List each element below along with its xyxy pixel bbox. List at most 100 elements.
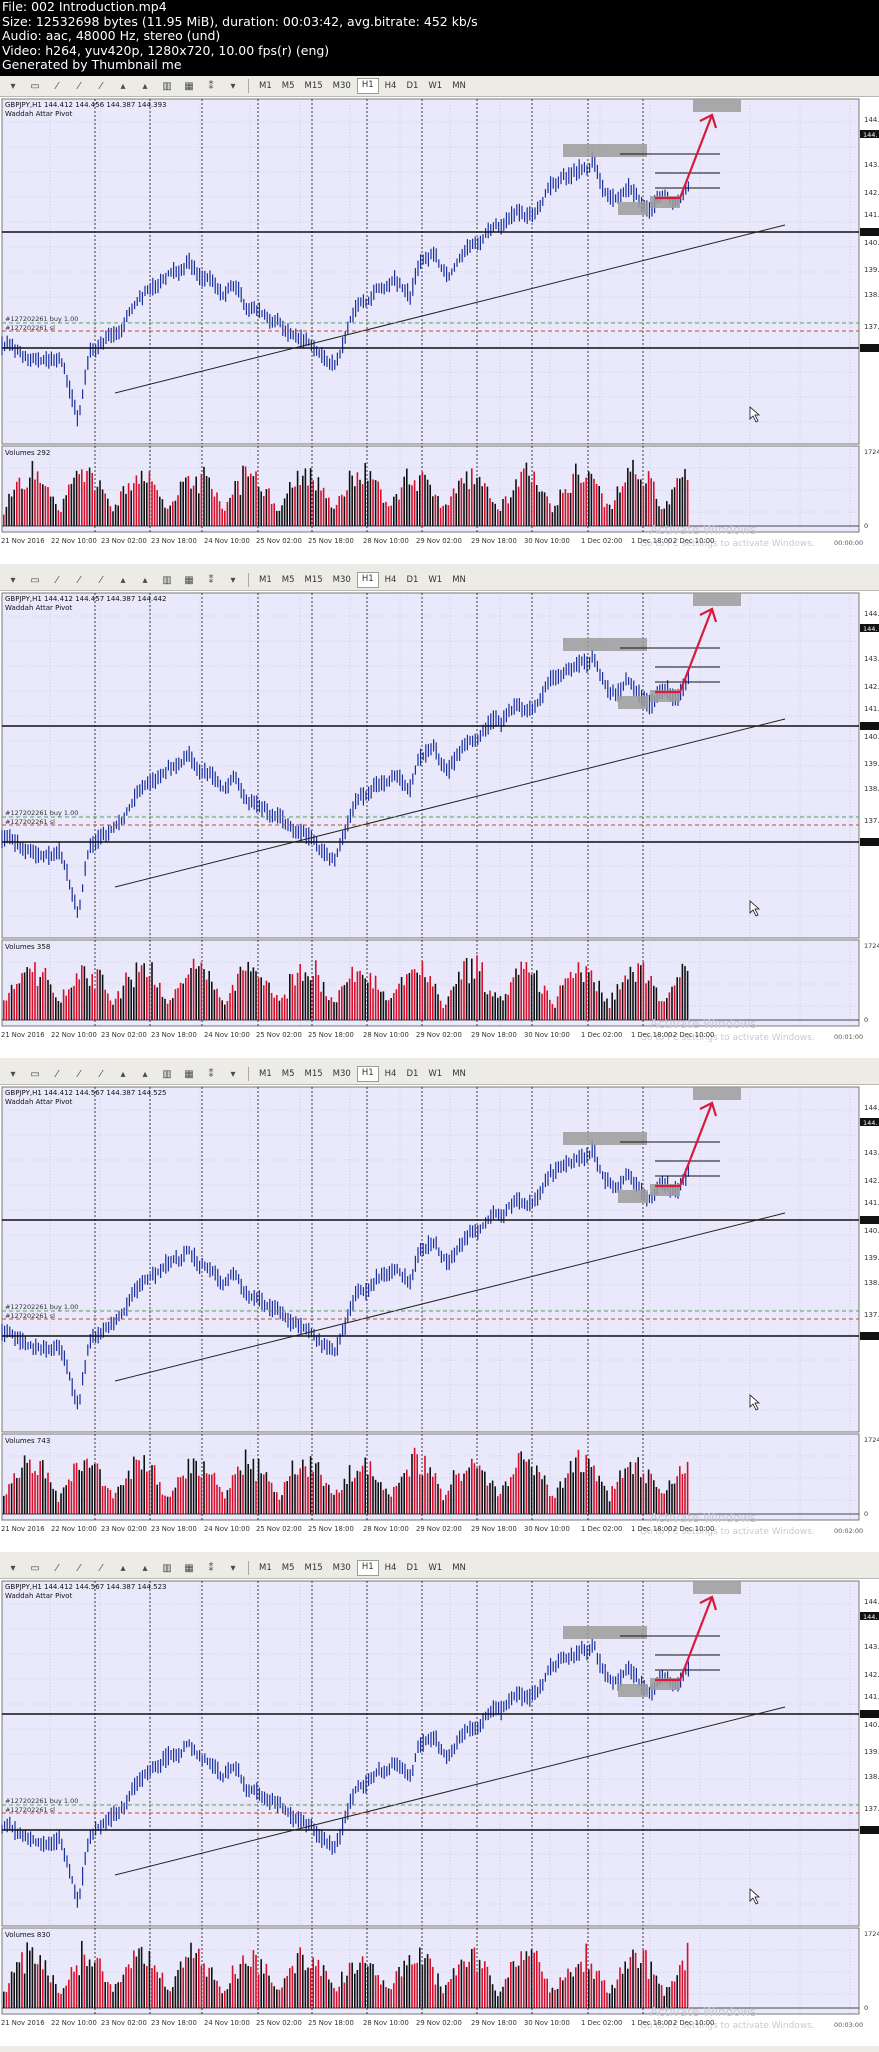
cursor-icon[interactable]: ▾: [10, 574, 16, 586]
crosshair-icon[interactable]: ▭: [30, 80, 40, 92]
timeframe-button-h4[interactable]: H4: [384, 1563, 397, 1573]
timeframe-button-mn[interactable]: MN: [452, 81, 466, 91]
arrow-icon[interactable]: ▦: [184, 80, 194, 92]
timeframe-button-h1[interactable]: H1: [356, 78, 379, 94]
volume-bars: [3, 955, 689, 1020]
trendline-icon[interactable]: ⁄: [100, 574, 102, 586]
vertical-line-icon[interactable]: ⁄: [56, 1068, 58, 1080]
crosshair-icon[interactable]: ▭: [30, 1562, 40, 1574]
timeframe-button-h1[interactable]: H1: [356, 572, 379, 588]
date-tick-label: 29 Nov 02:00: [416, 2019, 462, 2027]
price-tick-label: 139.: [864, 266, 879, 274]
file-info-line: File: 002 Introduction.mp4: [2, 0, 167, 14]
timeframe-button-d1[interactable]: D1: [406, 575, 419, 585]
timeframe-button-m15[interactable]: M15: [304, 81, 323, 91]
timeframe-button-m5[interactable]: M5: [281, 575, 295, 585]
indicator-label: Waddah Attar Pivot: [5, 604, 73, 612]
cursor-icon[interactable]: ▾: [10, 1068, 16, 1080]
timeframe-button-w1[interactable]: W1: [428, 1563, 443, 1573]
grid-icon[interactable]: ⁑: [208, 1068, 214, 1080]
text-icon[interactable]: ▥: [162, 1562, 172, 1574]
chart-toolbar: ▾ ▭ ⁄ ⁄ ⁄ ▴ ▴ ▥ ▦ ⁑ ▾ M1 M5 M15 M30 H1 H4 D1 W1 MN: [0, 1064, 879, 1085]
text-icon[interactable]: ▥: [162, 1068, 172, 1080]
channel-icon[interactable]: ▴: [120, 1562, 126, 1574]
tools-dropdown-icon[interactable]: ▾: [230, 80, 236, 92]
fibonacci-icon[interactable]: ▴: [142, 80, 148, 92]
timeframe-button-d1[interactable]: D1: [406, 1069, 419, 1079]
vertical-line-icon[interactable]: ⁄: [56, 1562, 58, 1574]
horizontal-line-icon[interactable]: ⁄: [78, 1068, 80, 1080]
grid-icon[interactable]: ⁑: [208, 1562, 214, 1574]
timeframe-button-h4[interactable]: H4: [384, 81, 397, 91]
cursor-icon[interactable]: ▾: [10, 80, 16, 92]
timeframe-button-mn[interactable]: MN: [452, 1069, 466, 1079]
price-chart[interactable]: 144. 143. 142. 141. 140. 139. 138. 137. 144. GBPJ…: [0, 1085, 879, 1558]
date-tick-label: 1 Dec 18:00: [631, 537, 672, 545]
text-icon[interactable]: ▥: [162, 80, 172, 92]
price-chart[interactable]: 144. 143. 142. 141. 140. 139. 138. 137. 144. GBPJ…: [0, 591, 879, 1064]
timeframe-button-m1[interactable]: M1: [259, 575, 272, 585]
trendline-icon[interactable]: ⁄: [100, 1562, 102, 1574]
date-tick-label: 25 Nov 18:00: [308, 537, 354, 545]
timeframe-button-m30[interactable]: M30: [332, 1069, 351, 1079]
timeframe-button-m30[interactable]: M30: [332, 81, 351, 91]
date-tick-label: 21 Nov 2016: [1, 2019, 45, 2027]
timeframe-button-w1[interactable]: W1: [428, 1069, 443, 1079]
timeframe-button-d1[interactable]: D1: [406, 1563, 419, 1573]
timeframe-button-m30[interactable]: M30: [332, 575, 351, 585]
timeframe-button-h1[interactable]: H1: [356, 1066, 379, 1082]
tools-dropdown-icon[interactable]: ▾: [230, 1562, 236, 1574]
timeframe-button-d1[interactable]: D1: [406, 81, 419, 91]
vertical-line-icon[interactable]: ⁄: [56, 574, 58, 586]
fibonacci-icon[interactable]: ▴: [142, 1562, 148, 1574]
arrow-icon[interactable]: ▦: [184, 574, 194, 586]
timeframe-button-m5[interactable]: M5: [281, 1069, 295, 1079]
timeframe-button-m5[interactable]: M5: [281, 81, 295, 91]
timeframe-button-h4[interactable]: H4: [384, 1069, 397, 1079]
timeframe-button-h4[interactable]: H4: [384, 575, 397, 585]
horizontal-line-icon[interactable]: ⁄: [78, 574, 80, 586]
trendline-icon[interactable]: ⁄: [100, 80, 102, 92]
timeframe-button-m5[interactable]: M5: [281, 1563, 295, 1573]
channel-icon[interactable]: ▴: [120, 574, 126, 586]
date-tick-label: 25 Nov 02:00: [256, 1525, 302, 1533]
frame-timestamp: 00:01:00: [834, 1033, 863, 1041]
vertical-line-icon[interactable]: ⁄: [56, 80, 58, 92]
timeframe-button-m30[interactable]: M30: [332, 1563, 351, 1573]
crosshair-icon[interactable]: ▭: [30, 574, 40, 586]
toolbar-separator: [248, 1561, 249, 1575]
horizontal-line-icon[interactable]: ⁄: [78, 80, 80, 92]
arrow-icon[interactable]: ▦: [184, 1068, 194, 1080]
price-chart[interactable]: 144. 143. 142. 141. 140. 139. 138. 137. 144. GBPJ…: [0, 1579, 879, 2052]
timeframe-button-m15[interactable]: M15: [304, 575, 323, 585]
date-tick-label: 30 Nov 10:00: [524, 537, 570, 545]
price-chart[interactable]: 144. 143. 142. 141. 140. 139. 138. 137. 144. GBPJ…: [0, 97, 879, 570]
grid-icon[interactable]: ⁑: [208, 574, 214, 586]
symbol-ohlc-label: GBPJPY,H1 144.412 144.457 144.387 144.44…: [5, 595, 167, 603]
tools-dropdown-icon[interactable]: ▾: [230, 574, 236, 586]
fibonacci-icon[interactable]: ▴: [142, 574, 148, 586]
timeframe-button-m1[interactable]: M1: [259, 81, 272, 91]
channel-icon[interactable]: ▴: [120, 1068, 126, 1080]
trendline-icon[interactable]: ⁄: [100, 1068, 102, 1080]
text-icon[interactable]: ▥: [162, 574, 172, 586]
timeframe-button-m15[interactable]: M15: [304, 1069, 323, 1079]
date-tick-label: 23 Nov 02:00: [101, 537, 147, 545]
fibonacci-icon[interactable]: ▴: [142, 1068, 148, 1080]
timeframe-button-w1[interactable]: W1: [428, 575, 443, 585]
channel-icon[interactable]: ▴: [120, 80, 126, 92]
crosshair-icon[interactable]: ▭: [30, 1068, 40, 1080]
arrow-icon[interactable]: ▦: [184, 1562, 194, 1574]
date-tick-label: 22 Nov 10:00: [51, 2019, 97, 2027]
timeframe-button-m1[interactable]: M1: [259, 1563, 272, 1573]
horizontal-line-icon[interactable]: ⁄: [78, 1562, 80, 1574]
tools-dropdown-icon[interactable]: ▾: [230, 1068, 236, 1080]
cursor-icon[interactable]: ▾: [10, 1562, 16, 1574]
timeframe-button-mn[interactable]: MN: [452, 575, 466, 585]
timeframe-button-m15[interactable]: M15: [304, 1563, 323, 1573]
timeframe-button-w1[interactable]: W1: [428, 81, 443, 91]
timeframe-button-h1[interactable]: H1: [356, 1560, 379, 1576]
grid-icon[interactable]: ⁑: [208, 80, 214, 92]
timeframe-button-m1[interactable]: M1: [259, 1069, 272, 1079]
timeframe-button-mn[interactable]: MN: [452, 1563, 466, 1573]
